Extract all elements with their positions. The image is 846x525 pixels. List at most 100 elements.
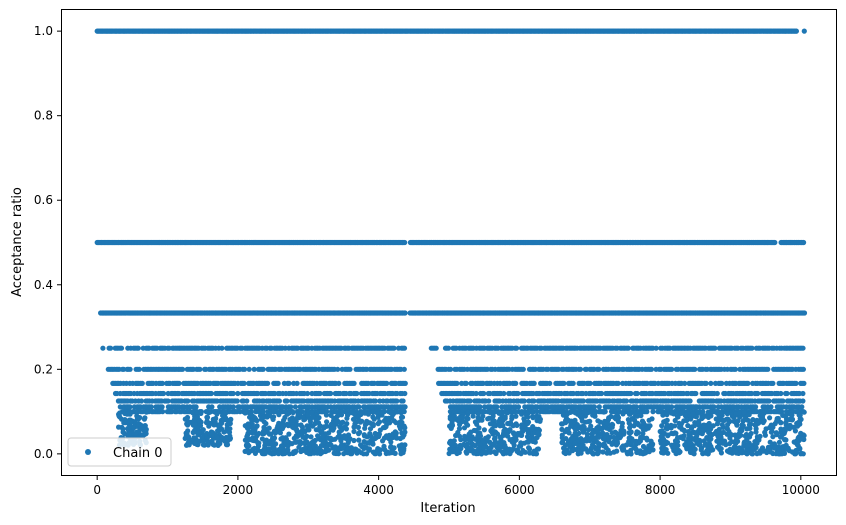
data-point bbox=[648, 366, 655, 372]
data-point bbox=[194, 414, 200, 420]
data-point bbox=[117, 414, 123, 420]
data-point bbox=[192, 440, 198, 446]
data-point bbox=[356, 404, 362, 410]
data-point bbox=[345, 438, 351, 444]
data-point bbox=[644, 409, 650, 415]
data-point bbox=[780, 398, 786, 404]
data-point bbox=[160, 409, 166, 415]
data-point bbox=[284, 398, 290, 404]
data-point bbox=[100, 345, 106, 351]
data-point bbox=[700, 409, 706, 415]
data-point bbox=[454, 380, 460, 386]
data-point bbox=[288, 404, 294, 410]
data-point bbox=[251, 366, 257, 372]
data-point bbox=[375, 421, 381, 427]
data-point bbox=[772, 239, 778, 246]
data-point bbox=[351, 424, 357, 430]
data-point bbox=[481, 390, 487, 397]
data-point bbox=[531, 398, 537, 404]
data-point bbox=[214, 411, 220, 417]
data-point bbox=[286, 431, 292, 437]
data-point bbox=[755, 390, 761, 397]
data-point bbox=[127, 404, 133, 410]
data-point bbox=[286, 380, 292, 386]
data-point bbox=[200, 427, 206, 433]
data-point bbox=[628, 390, 634, 397]
data-point bbox=[354, 390, 360, 397]
data-point bbox=[234, 398, 240, 404]
data-point bbox=[319, 429, 325, 435]
data-point bbox=[185, 428, 191, 434]
data-point bbox=[260, 409, 266, 415]
data-point bbox=[800, 366, 807, 372]
data-point bbox=[669, 404, 675, 410]
data-point bbox=[399, 409, 405, 415]
data-point bbox=[351, 428, 357, 435]
data-point bbox=[394, 398, 400, 404]
data-point bbox=[745, 380, 751, 386]
data-point bbox=[719, 380, 725, 386]
data-point bbox=[693, 390, 699, 397]
data-point bbox=[393, 420, 399, 426]
data-point bbox=[570, 380, 576, 386]
data-point bbox=[209, 404, 215, 410]
data-point bbox=[219, 345, 225, 351]
data-point bbox=[384, 380, 390, 386]
data-point bbox=[220, 413, 226, 419]
data-point bbox=[402, 390, 408, 397]
data-point bbox=[766, 398, 772, 404]
data-point bbox=[125, 426, 131, 432]
data-point bbox=[351, 380, 357, 386]
data-point bbox=[494, 404, 500, 410]
data-point bbox=[753, 404, 759, 410]
data-point bbox=[467, 398, 473, 404]
data-point bbox=[344, 415, 350, 421]
data-point bbox=[801, 380, 807, 386]
data-point bbox=[116, 424, 122, 430]
data-point bbox=[215, 428, 221, 434]
data-point bbox=[402, 239, 408, 246]
data-point bbox=[230, 390, 236, 397]
data-point bbox=[335, 366, 341, 372]
data-point bbox=[203, 420, 210, 426]
data-point bbox=[650, 409, 656, 415]
data-point bbox=[634, 390, 640, 397]
data-point bbox=[591, 404, 598, 410]
data-point bbox=[261, 424, 267, 430]
data-point bbox=[296, 444, 302, 450]
data-point bbox=[513, 380, 519, 386]
data-point bbox=[306, 427, 312, 433]
data-point bbox=[402, 404, 408, 410]
data-point bbox=[587, 380, 593, 386]
data-point bbox=[401, 366, 407, 372]
data-point bbox=[252, 450, 258, 456]
data-point bbox=[304, 433, 310, 439]
data-point bbox=[400, 398, 406, 404]
data-point bbox=[230, 404, 236, 410]
data-point bbox=[218, 421, 224, 427]
data-point bbox=[165, 398, 171, 404]
data-point bbox=[197, 366, 203, 372]
data-point bbox=[216, 441, 222, 447]
data-point bbox=[244, 398, 250, 404]
data-point bbox=[633, 404, 640, 410]
data-point bbox=[463, 380, 469, 386]
data-point bbox=[336, 380, 342, 386]
data-point bbox=[127, 366, 133, 372]
data-point bbox=[520, 366, 526, 372]
data-point bbox=[615, 380, 621, 386]
data-point bbox=[402, 310, 408, 316]
data-point bbox=[749, 345, 755, 351]
data-point bbox=[185, 419, 191, 425]
data-point bbox=[159, 380, 165, 386]
data-point bbox=[205, 442, 211, 448]
data-point bbox=[355, 424, 361, 430]
data-point bbox=[521, 398, 527, 404]
data-point bbox=[402, 380, 408, 386]
data-point bbox=[138, 398, 145, 404]
data-point bbox=[143, 409, 149, 415]
data-point bbox=[682, 380, 688, 386]
data-point bbox=[143, 431, 149, 437]
data-point bbox=[669, 366, 675, 372]
